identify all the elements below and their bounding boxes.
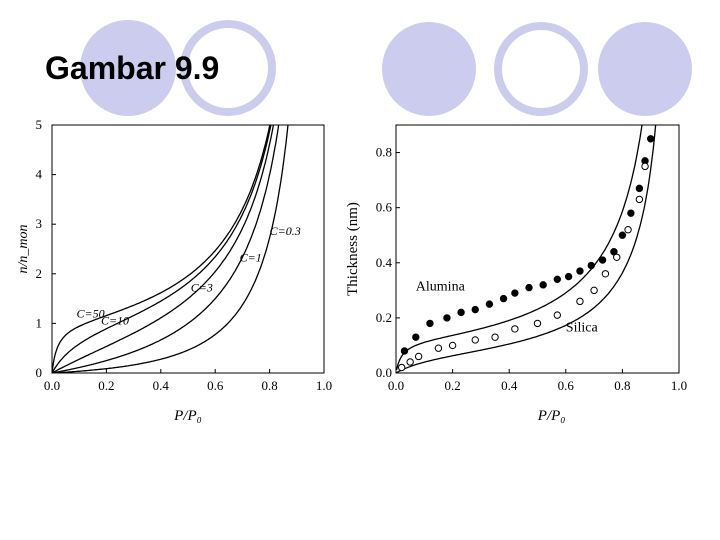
right-fit-curve-alumina: [396, 125, 643, 371]
right-point-alumina: [635, 184, 644, 193]
right-point-alumina: [618, 231, 627, 239]
left-x-tick-label: 1.0: [316, 378, 332, 393]
left-series-curve-c-10: [52, 125, 272, 373]
right-point-alumina: [627, 209, 635, 217]
left-y-tick-label: 3: [36, 216, 43, 231]
right-point-silica: [533, 319, 542, 328]
right-x-axis-label: P/P₀: [537, 408, 566, 424]
left-y-axis-label: n/n_mon: [16, 225, 31, 274]
right-point-silica: [613, 253, 621, 261]
right-point-alumina: [598, 256, 607, 264]
right-point-alumina: [539, 281, 547, 289]
right-x-tick-label: 0.6: [558, 378, 575, 393]
left-x-tick-label: 0.4: [153, 378, 170, 393]
decor-circle-5: [598, 22, 692, 116]
right-fit-curve-silica: [396, 125, 657, 373]
left-x-tick-label: 0.0: [44, 378, 60, 393]
left-series-label: C=1: [240, 250, 262, 264]
right-y-tick-label: 0.2: [376, 310, 392, 325]
decor-circle-1: [80, 20, 176, 116]
right-x-tick-label: 0.2: [444, 378, 460, 393]
right-x-tick-label: 1.0: [671, 378, 687, 393]
right-point-alumina: [576, 267, 584, 275]
right-point-alumina: [485, 300, 494, 308]
right-point-alumina: [564, 272, 573, 281]
left-series-curve-c-50: [52, 125, 271, 371]
right-point-alumina: [525, 283, 533, 292]
right-point-silica: [576, 297, 584, 306]
right-point-silica: [434, 344, 443, 352]
right-point-silica: [511, 325, 519, 333]
slide-title: Gambar 9.9: [45, 50, 220, 86]
right-point-silica: [635, 195, 644, 204]
left-y-tick-label: 2: [36, 266, 43, 281]
left-y-tick-label: 4: [36, 167, 43, 182]
right-x-tick-label: 0.0: [388, 378, 404, 393]
right-point-silica: [397, 363, 406, 372]
right-x-tick-label: 0.8: [614, 378, 630, 393]
right-point-alumina: [426, 319, 434, 328]
left-series-curve-c-3: [52, 125, 275, 373]
right-x-tick-label: 0.4: [501, 378, 518, 393]
right-series-label-alumina: Alumina: [416, 279, 466, 294]
left-y-tick-label: 1: [36, 315, 43, 330]
right-series-label-silica: Silica: [566, 321, 599, 336]
right-point-silica: [641, 162, 649, 171]
left-series-label: C=10: [101, 313, 129, 327]
left-x-tick-label: 0.8: [261, 378, 277, 393]
right-point-silica: [406, 358, 414, 366]
right-point-alumina: [400, 347, 409, 355]
decor-circle-4: [494, 22, 588, 116]
left-series-label: C=0.3: [270, 224, 301, 238]
right-point-silica: [414, 352, 423, 361]
left-x-axis-label: P/P₀: [173, 408, 202, 424]
right-point-alumina: [457, 308, 465, 317]
right-point-silica: [624, 226, 632, 234]
right-point-alumina: [587, 261, 595, 270]
decor-circle-2: [180, 20, 276, 116]
right-point-alumina: [499, 294, 508, 303]
left-series-curve-c-0-3: [52, 125, 289, 373]
right-point-silica: [601, 270, 610, 278]
right-point-alumina: [553, 275, 562, 284]
right-y-axis-label: Thickness (nm): [345, 202, 361, 296]
left-plot-frame: [51, 124, 325, 374]
right-y-tick-label: 0.6: [376, 200, 393, 215]
right-point-alumina: [511, 289, 519, 297]
right-point-alumina: [471, 305, 479, 314]
right-point-alumina: [443, 314, 451, 322]
right-y-tick-label: 0.4: [376, 255, 393, 270]
left-series-label: C=3: [191, 281, 213, 295]
left-y-tick-label: 0: [36, 365, 43, 380]
right-point-silica: [471, 336, 479, 344]
left-x-tick-label: 0.2: [98, 378, 114, 393]
right-point-silica: [553, 311, 562, 319]
right-plot-frame: [395, 124, 680, 374]
decor-circle-3: [382, 22, 476, 116]
right-y-tick-label: 0.0: [376, 365, 392, 380]
right-point-silica: [590, 286, 598, 295]
left-series-curve-c-1: [52, 125, 280, 373]
right-point-silica: [491, 333, 499, 341]
left-y-tick-label: 5: [36, 117, 43, 132]
right-point-alumina: [647, 135, 655, 143]
left-x-tick-label: 0.6: [207, 378, 224, 393]
left-series-label: C=50: [76, 306, 104, 320]
right-y-tick-label: 0.8: [376, 145, 392, 160]
right-point-silica: [448, 341, 457, 350]
right-point-alumina: [412, 333, 420, 341]
